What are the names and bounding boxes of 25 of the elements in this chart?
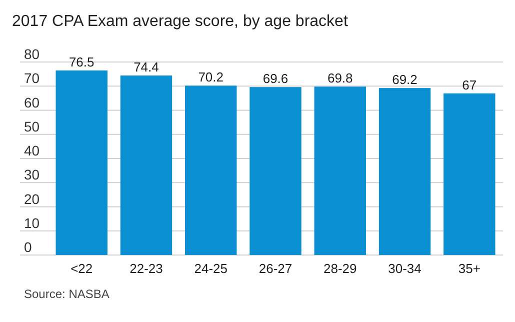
x-tick-label: 35+ [458,261,480,276]
y-tick-label: 70 [24,70,40,86]
x-tick-label: <22 [70,261,93,276]
x-tick-label: 30-34 [388,261,422,276]
data-label: 69.2 [392,72,418,88]
chart-title: 2017 CPA Exam average score, by age bracket [12,13,348,30]
x-tick-label: 24-25 [194,261,228,276]
x-tick-label: 28-29 [324,261,357,276]
y-tick-label: 10 [24,214,40,231]
y-tick-label: 30 [24,166,40,183]
data-label: 69.8 [327,70,353,86]
data-label: 74.4 [134,60,159,75]
data-label: 76.5 [68,54,94,70]
data-label: 67 [462,77,477,92]
y-tick-label: 20 [24,190,40,207]
data-label: 69.6 [262,71,288,86]
x-tick-label: 26-27 [258,261,292,276]
y-tick-label: 80 [24,46,40,62]
x-tick-label: 22-23 [130,261,163,276]
data-label: 70.2 [198,70,224,85]
y-tick-label: 0 [24,239,32,255]
y-tick-label: 40 [24,142,40,158]
y-tick-label: 60 [24,94,40,110]
source-note: Source: NASBA [24,287,110,301]
y-tick-label: 50 [24,118,40,134]
